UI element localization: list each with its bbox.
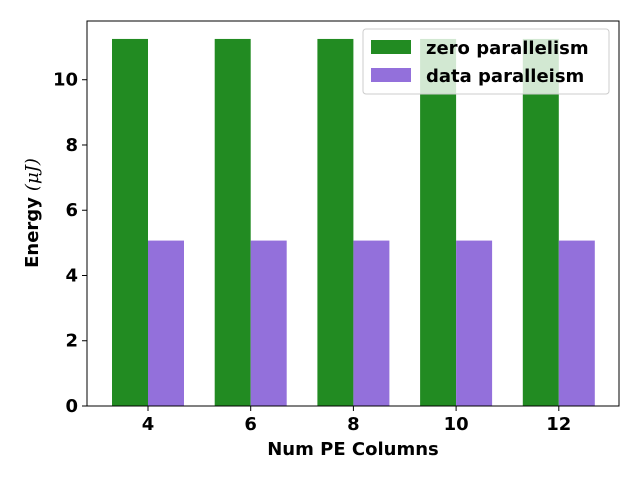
- bar-zero-parallelism-10: [420, 38, 457, 406]
- legend-swatch-zero-parallelism: [371, 40, 411, 54]
- legend: zero parallelism data paralleism: [362, 28, 610, 95]
- y-tick-label: 0: [65, 396, 78, 417]
- y-axis: 0 2 4 6 8 10: [53, 70, 87, 417]
- bar-data-paralleism-8: [353, 240, 390, 406]
- y-axis-label-text: Energy: [22, 197, 43, 268]
- x-tick-label: 4: [142, 414, 155, 435]
- x-tick-label: 12: [546, 414, 571, 435]
- bar-zero-parallelism-12: [522, 38, 559, 406]
- bar-data-paralleism-6: [250, 240, 287, 406]
- x-tick-label: 8: [347, 414, 360, 435]
- y-axis-label: Energy (μJ): [22, 158, 43, 268]
- y-tick-label: 4: [65, 265, 78, 286]
- x-axis: 4 6 8 10 12: [142, 406, 571, 435]
- bar-data-paralleism-12: [558, 240, 595, 406]
- y-axis-label-unit: (μJ): [22, 158, 43, 191]
- bar-zero-parallelism-8: [317, 38, 354, 406]
- x-tick-label: 6: [244, 414, 257, 435]
- bar-data-paralleism-4: [148, 240, 184, 406]
- bar-zero-parallelism-6: [214, 38, 251, 406]
- legend-label-zero-parallelism: zero parallelism: [426, 38, 589, 59]
- legend-label-data-paralleism: data paralleism: [426, 66, 584, 87]
- y-tick-label: 6: [65, 200, 78, 221]
- y-tick-label: 2: [65, 331, 78, 352]
- bars-layer: [112, 38, 595, 406]
- y-tick-label: 10: [53, 70, 78, 91]
- legend-swatch-data-paralleism: [371, 68, 411, 82]
- x-axis-label: Num PE Columns: [267, 439, 439, 460]
- x-tick-label: 10: [444, 414, 469, 435]
- legend-box: [362, 28, 610, 95]
- y-tick-label: 8: [65, 135, 78, 156]
- bar-data-paralleism-10: [456, 240, 493, 406]
- bar-zero-parallelism-4: [112, 38, 148, 406]
